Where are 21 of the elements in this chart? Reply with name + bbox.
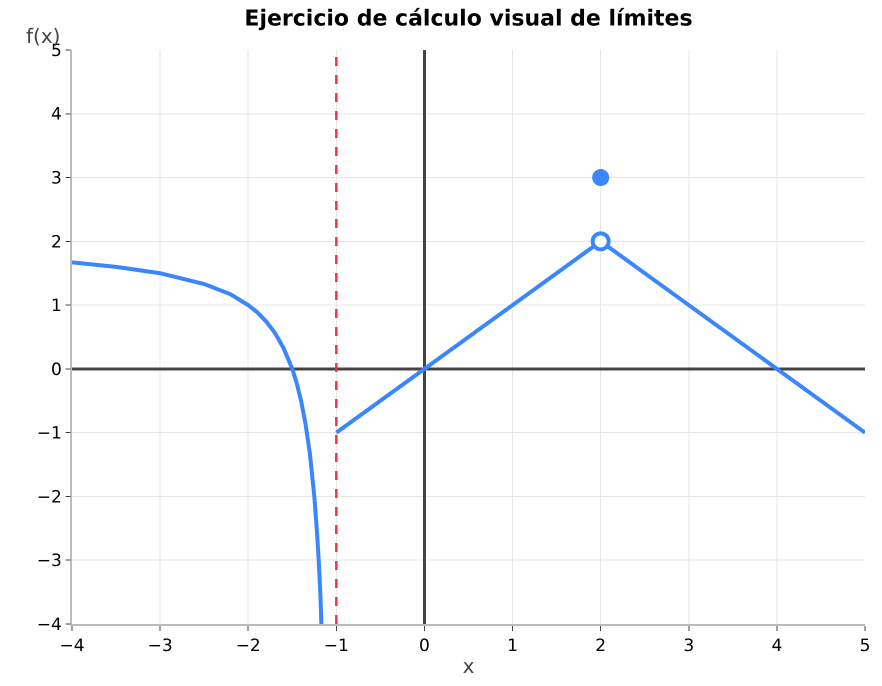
y-tick-label: −2 [36, 487, 62, 508]
x-tick-label: 2 [595, 636, 606, 656]
x-tick-label: 5 [860, 636, 870, 656]
chart-title: Ejercicio de cálculo visual de límites [244, 6, 693, 32]
x-tick-label: −2 [236, 636, 261, 656]
x-tick-label: −3 [148, 636, 173, 656]
y-tick-label: −1 [36, 424, 62, 444]
x-tick-label: 1 [507, 636, 518, 656]
x-axis-title: x [462, 654, 475, 678]
y-tick-label: 4 [51, 104, 62, 125]
y-tick-label: −3 [36, 551, 62, 572]
x-tick-label: 3 [683, 636, 694, 656]
y-tick-label: 0 [51, 360, 62, 380]
y-tick-label: −4 [36, 614, 62, 635]
x-tick-label: 0 [419, 636, 430, 656]
y-tick-label: 1 [51, 296, 62, 316]
y-tick-label: 2 [51, 232, 62, 252]
y-tick-label: 3 [51, 168, 62, 189]
line-series [72, 260, 324, 624]
x-tick-label: −1 [324, 636, 349, 656]
x-tick-label: 4 [771, 636, 782, 656]
